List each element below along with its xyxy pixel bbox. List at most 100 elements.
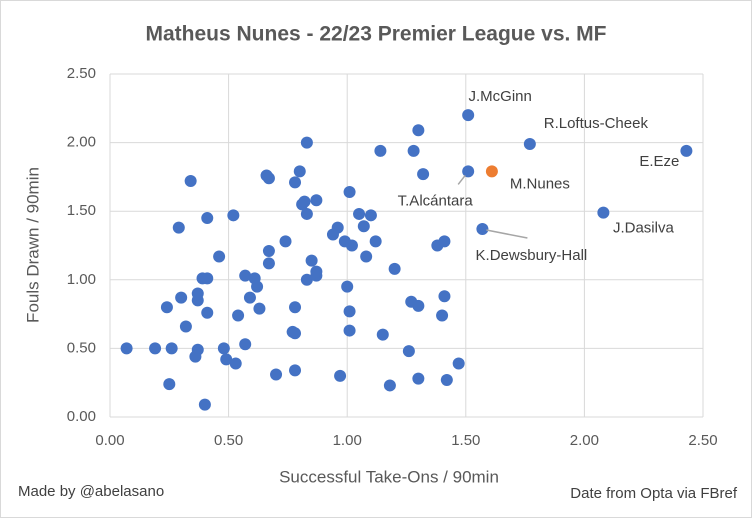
point-label: J.Dasilva <box>613 220 675 237</box>
point <box>343 324 356 337</box>
point <box>217 342 230 355</box>
y-tick-label: 1.00 <box>67 271 96 288</box>
point <box>376 328 389 341</box>
point <box>310 194 323 207</box>
point <box>262 172 275 185</box>
credit: Date from Opta via FBref <box>570 485 738 502</box>
y-tick-label: 2.50 <box>67 65 96 82</box>
point <box>184 175 197 188</box>
point <box>407 144 420 157</box>
point <box>289 364 302 377</box>
point <box>353 207 366 220</box>
point <box>357 220 370 233</box>
point <box>300 207 313 220</box>
x-tick-label: 0.00 <box>95 432 124 449</box>
point <box>402 345 415 358</box>
point <box>120 342 133 355</box>
point <box>298 195 311 208</box>
point <box>191 343 204 356</box>
point-label: K.Dewsbury-Hall <box>476 247 588 264</box>
point <box>305 254 318 267</box>
point <box>293 165 306 178</box>
x-tick-label: 1.00 <box>333 432 362 449</box>
point <box>179 320 192 333</box>
point <box>262 257 275 270</box>
point <box>172 221 185 234</box>
y-axis-title: Fouls Drawn / 90min <box>23 167 42 323</box>
point <box>279 235 292 248</box>
point <box>374 144 387 157</box>
point <box>462 165 475 178</box>
point <box>680 144 693 157</box>
point <box>300 273 313 286</box>
point <box>412 124 425 137</box>
point <box>232 309 245 322</box>
point <box>438 235 451 248</box>
point <box>201 212 214 225</box>
point-label: J.McGinn <box>468 88 531 105</box>
point <box>198 398 211 411</box>
point <box>476 223 489 236</box>
point <box>213 250 226 263</box>
point <box>436 309 449 322</box>
point <box>270 368 283 381</box>
point <box>289 327 302 340</box>
point-label: E.Eze <box>639 153 679 170</box>
point <box>253 302 266 315</box>
point <box>440 373 453 386</box>
point <box>175 291 188 304</box>
y-tick-label: 2.00 <box>67 134 96 151</box>
point <box>523 137 536 150</box>
point <box>229 357 242 370</box>
point <box>220 353 233 366</box>
x-axis-title: Successful Take-Ons / 90min <box>279 467 499 486</box>
point-label: M.Nunes <box>510 175 570 192</box>
point <box>251 280 264 293</box>
point <box>163 378 176 391</box>
point <box>262 244 275 257</box>
point <box>300 136 313 149</box>
point <box>369 235 382 248</box>
point <box>438 290 451 303</box>
point <box>227 209 240 222</box>
point <box>341 280 354 293</box>
chart-title: Matheus Nunes - 22/23 Premier League vs.… <box>146 23 607 46</box>
point <box>597 206 610 219</box>
point <box>165 342 178 355</box>
point <box>462 109 475 122</box>
point <box>383 379 396 392</box>
point <box>239 338 252 351</box>
point <box>191 294 204 307</box>
point <box>201 272 214 285</box>
point <box>201 306 214 319</box>
point <box>388 262 401 275</box>
point <box>243 291 256 304</box>
y-tick-label: 1.50 <box>67 202 96 219</box>
point <box>160 301 173 314</box>
point <box>364 209 377 222</box>
point <box>452 357 465 370</box>
point <box>310 265 323 278</box>
y-tick-label: 0.50 <box>67 339 96 356</box>
point <box>331 221 344 234</box>
point <box>485 165 498 178</box>
y-tick-label: 0.00 <box>67 408 96 425</box>
point <box>412 372 425 385</box>
point <box>289 301 302 314</box>
point <box>343 185 356 198</box>
x-tick-label: 0.50 <box>214 432 243 449</box>
x-tick-label: 2.50 <box>688 432 717 449</box>
point-label: T.Alcántara <box>398 192 474 209</box>
point <box>345 239 358 252</box>
point <box>412 299 425 312</box>
point <box>239 269 252 282</box>
x-tick-label: 2.00 <box>570 432 599 449</box>
x-tick-label: 1.50 <box>451 432 480 449</box>
point <box>149 342 162 355</box>
point <box>417 168 430 181</box>
leader-line <box>486 229 528 239</box>
point <box>334 369 347 382</box>
